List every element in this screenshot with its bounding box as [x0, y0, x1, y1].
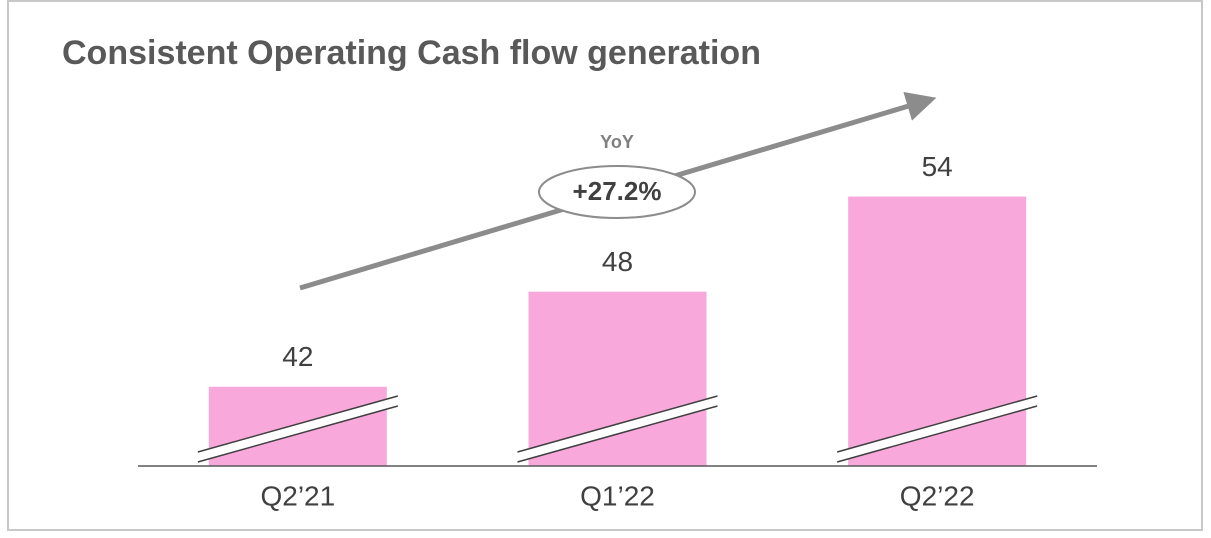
- bar: [848, 196, 1027, 467]
- axis-break: [197, 396, 398, 462]
- x-tick-label: Q1’22: [580, 480, 655, 511]
- axis-break-line: [197, 405, 399, 463]
- axis-break-line: [197, 395, 399, 453]
- axis-break-line: [517, 395, 718, 453]
- annotation-value: +27.2%: [573, 176, 662, 206]
- value-label: 42: [282, 341, 313, 372]
- x-tick-label: Q2’21: [260, 480, 335, 511]
- axis-break-line: [517, 405, 718, 463]
- value-label: 54: [922, 151, 953, 182]
- bar: [528, 291, 707, 466]
- axis-break-line: [836, 405, 1038, 463]
- annotation-ellipse: [538, 165, 696, 219]
- axis-break: [517, 396, 718, 462]
- axis-break: [837, 396, 1038, 462]
- x-tick-label: Q2’22: [900, 480, 975, 511]
- value-label: 48: [602, 246, 633, 277]
- frame: [7, 0, 1203, 531]
- axis-break-line: [836, 395, 1038, 453]
- annotation-label: YoY: [600, 132, 634, 152]
- chart-title: Consistent Operating Cash flow generatio…: [62, 34, 761, 72]
